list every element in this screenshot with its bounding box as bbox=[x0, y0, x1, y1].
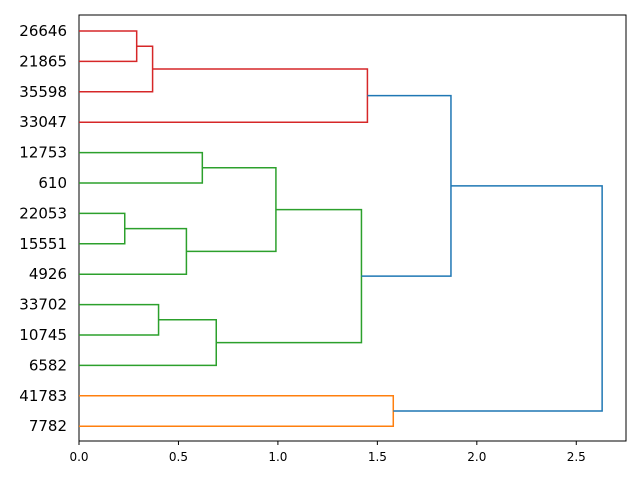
leaf-label-26646: 26646 bbox=[19, 22, 67, 40]
x-axis: 0.0 0.5 1.0 1.5 2.0 2.5 bbox=[69, 441, 586, 464]
x-tick-label: 2.5 bbox=[567, 450, 586, 464]
leaf-label-7782: 7782 bbox=[29, 417, 67, 435]
plot-area-frame bbox=[78, 14, 627, 442]
leaf-label-15551: 15551 bbox=[19, 235, 67, 253]
x-tick-label: 0.5 bbox=[169, 450, 188, 464]
leaf-label-35598: 35598 bbox=[19, 83, 67, 101]
x-tick-label: 0.0 bbox=[69, 450, 88, 464]
x-tick-label: 1.0 bbox=[268, 450, 287, 464]
link-n11 bbox=[79, 395, 395, 427]
leaf-label-6582: 6582 bbox=[29, 356, 67, 374]
link-n7 bbox=[79, 303, 160, 336]
link-n10 bbox=[361, 94, 452, 277]
leaf-label-4926: 4926 bbox=[29, 265, 67, 283]
leaf-label-33047: 33047 bbox=[19, 113, 67, 131]
link-n9 bbox=[216, 208, 363, 344]
link-n2 bbox=[79, 68, 369, 123]
leaf-label-10745: 10745 bbox=[19, 326, 67, 344]
link-n1 bbox=[79, 45, 154, 93]
link-n8 bbox=[79, 319, 217, 367]
link-n3 bbox=[79, 151, 204, 184]
leaf-label-41783: 41783 bbox=[19, 387, 67, 405]
leaf-label-610: 610 bbox=[38, 174, 67, 192]
link-n4 bbox=[79, 212, 126, 245]
link-n12 bbox=[393, 185, 603, 412]
leaf-label-33702: 33702 bbox=[19, 296, 67, 314]
link-n0 bbox=[79, 30, 138, 63]
x-tick-label: 1.5 bbox=[368, 450, 387, 464]
dendrogram-links bbox=[79, 30, 603, 427]
leaf-label-21865: 21865 bbox=[19, 52, 67, 70]
leaf-label-22053: 22053 bbox=[19, 204, 67, 222]
link-n6 bbox=[186, 167, 277, 253]
leaf-label-12753: 12753 bbox=[19, 144, 67, 162]
link-n5 bbox=[79, 227, 188, 275]
x-tick-label: 2.0 bbox=[467, 450, 486, 464]
leaf-labels: 26646 21865 35598 33047 12753 610 22053 15551 49… bbox=[19, 22, 67, 435]
